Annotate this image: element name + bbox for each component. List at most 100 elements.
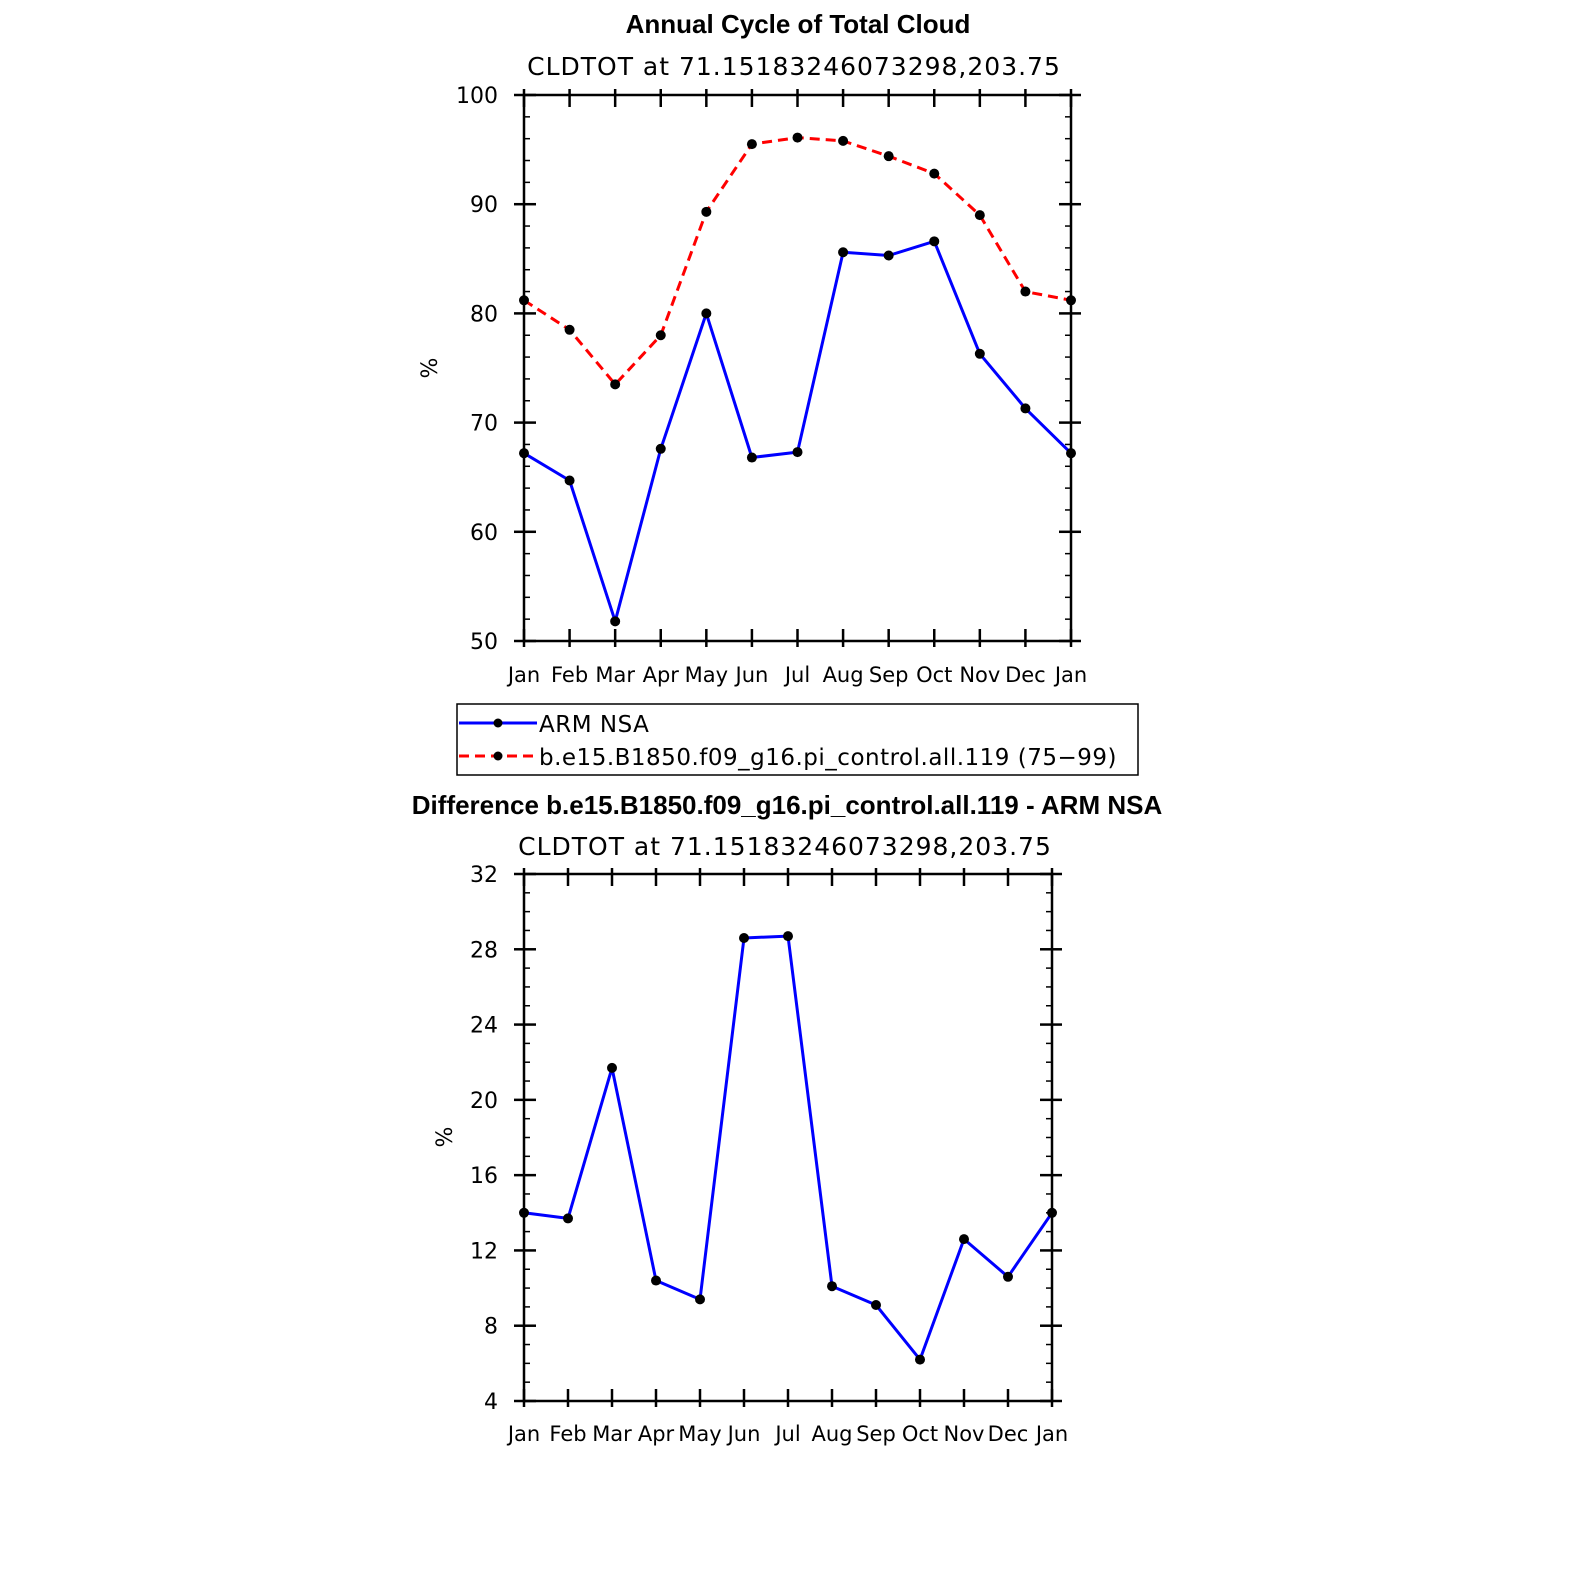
chart1-point-obs (838, 247, 849, 258)
chart1-xtick-label: Apr (643, 663, 680, 687)
chart2-ylabel: % (433, 1127, 458, 1148)
chart2-xtick-label: Nov (944, 1422, 985, 1446)
chart2-xtick-label: Jul (773, 1422, 800, 1446)
chart1-xtick-label: Dec (1005, 663, 1046, 687)
chart1-ytick-label: 70 (470, 412, 498, 437)
chart1-point-obs (1020, 403, 1031, 414)
chart1-series (519, 132, 1076, 627)
chart1-xtick-label: Jun (734, 663, 769, 687)
legend-model-label: b.e15.B1850.f09_g16.pi_control.all.119 (… (539, 745, 1117, 771)
chart1-subtitle: CLDTOT at 71.15183246073298,203.75 (527, 52, 1061, 81)
chart2-point-obs (959, 1234, 969, 1245)
chart2-subtitle: CLDTOT at 71.15183246073298,203.75 (518, 832, 1052, 861)
chart2-point-obs (1047, 1207, 1057, 1218)
difference-chart: Difference b.e15.B1850.f09_g16.pi_contro… (412, 790, 1163, 1446)
chart2-x-tick-labels: Jan Feb Mar Apr May Jun Jul Aug Sep Oct Nov Dec Jan (506, 1422, 1068, 1446)
chart2-xtick-label: Mar (592, 1422, 632, 1446)
chart2-ytick-label: 20 (470, 1089, 498, 1114)
chart2-series (519, 931, 1057, 1365)
chart1-series-line-obs (523, 239, 1073, 623)
chart1-point-obs (974, 348, 985, 359)
chart2-y-tick-labels: 4 8 12 16 20 24 28 32 (470, 863, 498, 1415)
chart1-xtick-label: Jan (506, 663, 540, 687)
chart2-plot-frame (522, 872, 1054, 1403)
chart2-xtick-label: Apr (638, 1422, 675, 1446)
chart2-point-obs (1003, 1271, 1013, 1282)
chart2-point-obs (915, 1354, 925, 1365)
chart1-plot-frame (522, 93, 1073, 643)
chart1-xtick-label: May (685, 663, 728, 687)
chart2-point-obs (519, 1207, 529, 1218)
chart1-point-model (519, 295, 529, 306)
chart2-ytick-label: 8 (484, 1315, 498, 1340)
chart1-ylabel: % (418, 358, 443, 379)
chart1-point-model (883, 151, 894, 162)
chart1-point-model (792, 132, 803, 143)
chart2-xtick-label: Dec (988, 1422, 1029, 1446)
chart2-point-obs (651, 1275, 661, 1286)
chart1-ytick-label: 60 (470, 521, 498, 546)
chart2-ytick-label: 16 (470, 1164, 498, 1189)
chart1-point-obs (610, 616, 621, 627)
chart1-y-tick-labels: 50 60 70 80 90 100 (456, 84, 498, 655)
chart1-title: Annual Cycle of Total Cloud (626, 9, 971, 39)
chart1-point-model (746, 139, 757, 150)
chart2-point-obs (695, 1294, 705, 1305)
chart1-legend: ARM NSA b.e15.B1850.f09_g16.pi_control.a… (456, 703, 1139, 776)
chart1-point-obs (883, 250, 894, 261)
legend-box (456, 703, 1139, 776)
chart2-ytick-label: 12 (470, 1239, 498, 1264)
chart1-ytick-label: 50 (470, 630, 498, 655)
chart1-point-model (1020, 286, 1031, 297)
chart1-point-obs (746, 452, 757, 463)
chart1-ytick-label: 80 (470, 302, 498, 327)
chart2-ticks (514, 868, 1062, 1407)
chart1-point-model (929, 168, 940, 179)
chart1-point-obs (929, 236, 940, 247)
chart2-ytick-label: 4 (484, 1390, 498, 1415)
chart1-point-obs (564, 475, 575, 486)
chart2-series-line-obs (523, 934, 1054, 1362)
chart1-series-line-model (523, 136, 1072, 386)
chart1-xtick-label: Nov (959, 663, 1000, 687)
chart1-point-model (701, 206, 712, 217)
chart1-ticks (514, 89, 1081, 647)
chart1-point-model (564, 324, 575, 335)
chart1-point-obs (519, 448, 529, 459)
chart2-xtick-label: Aug (811, 1422, 852, 1446)
chart2-point-obs (739, 932, 749, 943)
chart1-point-model (655, 330, 666, 341)
chart1-point-obs (792, 447, 803, 458)
chart2-xtick-label: Feb (549, 1422, 586, 1446)
chart2-ytick-label: 32 (470, 863, 498, 888)
chart1-ytick-label: 90 (470, 193, 498, 218)
chart1-point-obs (701, 308, 712, 319)
chart2-xtick-label: Jun (726, 1422, 761, 1446)
chart1-point-model (974, 210, 985, 221)
chart2-xtick-label: Sep (856, 1422, 896, 1446)
chart1-point-obs (655, 443, 666, 454)
chart1-xtick-label: Oct (916, 663, 952, 687)
chart2-point-obs (827, 1281, 837, 1292)
chart1-ytick-label: 100 (456, 84, 498, 109)
chart2-point-obs (563, 1213, 573, 1224)
chart1-xtick-label: Jul (783, 663, 810, 687)
legend-obs-label: ARM NSA (539, 712, 649, 738)
chart1-point-obs (1066, 448, 1076, 459)
chart1-xtick-label: Sep (869, 663, 909, 687)
chart2-point-obs (871, 1300, 881, 1311)
chart2-ytick-label: 24 (470, 1014, 498, 1039)
chart2-xtick-label: May (678, 1422, 721, 1446)
chart1-xtick-label: Feb (551, 663, 588, 687)
chart1-xtick-label: Jan (1053, 663, 1087, 687)
chart2-xtick-label: Oct (902, 1422, 938, 1446)
chart2-point-obs (783, 931, 793, 942)
chart1-x-tick-labels: Jan Feb Mar Apr May Jun Jul Aug Sep Oct Nov Dec Jan (506, 663, 1087, 687)
chart2-xtick-label: Jan (506, 1422, 540, 1446)
chart1-xtick-label: Aug (823, 663, 864, 687)
chart2-title: Difference b.e15.B1850.f09_g16.pi_contro… (412, 790, 1163, 820)
chart2-xtick-label: Jan (1034, 1422, 1068, 1446)
chart1-point-model (610, 379, 621, 390)
